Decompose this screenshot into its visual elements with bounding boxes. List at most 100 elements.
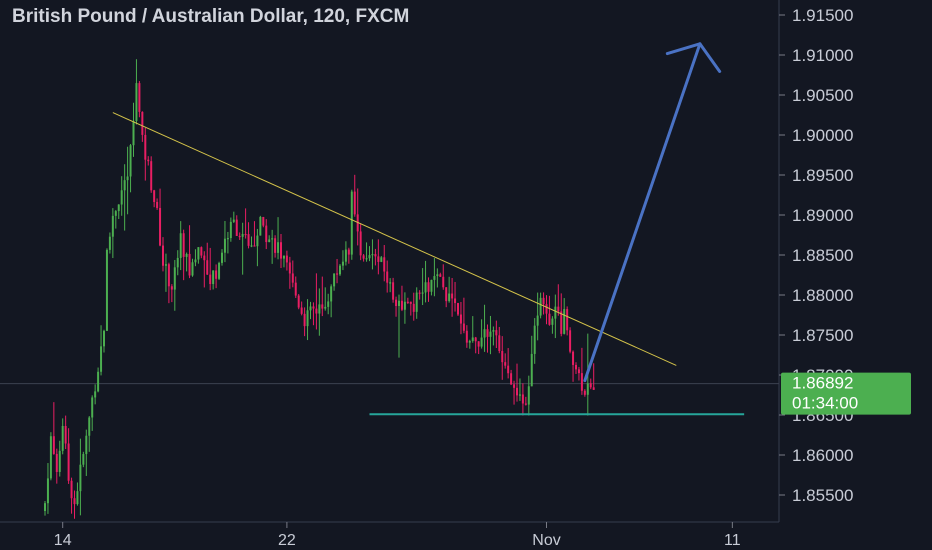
- candle: [398, 294, 400, 358]
- candle: [451, 277, 454, 317]
- candle: [339, 264, 341, 276]
- candle: [120, 176, 123, 216]
- projection-arrow[interactable]: [583, 42, 722, 383]
- candle: [85, 429, 88, 476]
- candle: [188, 225, 191, 279]
- candle: [448, 276, 451, 303]
- candle: [327, 293, 330, 315]
- candle: [557, 284, 560, 316]
- candle: [454, 281, 457, 312]
- candle: [533, 318, 536, 364]
- candle: [427, 277, 430, 302]
- time-tick-label: 11: [724, 532, 741, 549]
- candle: [91, 395, 94, 431]
- candle: [359, 223, 362, 261]
- candle: [173, 259, 176, 311]
- price-tick-label: 1.88500: [792, 246, 853, 265]
- candle: [465, 325, 468, 348]
- candle: [554, 294, 557, 339]
- candle: [277, 217, 280, 260]
- candle: [294, 276, 297, 298]
- candle: [424, 260, 427, 303]
- candle: [439, 272, 442, 277]
- candle: [560, 293, 563, 337]
- candle: [495, 320, 498, 348]
- candle: [518, 378, 521, 401]
- candle: [108, 232, 111, 254]
- candle: [551, 316, 554, 334]
- candle: [200, 246, 203, 259]
- candle: [513, 380, 516, 405]
- candle: [566, 306, 569, 336]
- candle: [386, 260, 389, 293]
- candle: [170, 284, 173, 303]
- candle: [153, 189, 156, 208]
- candle: [474, 336, 477, 354]
- candle: [203, 251, 206, 288]
- candle: [445, 287, 448, 308]
- candle: [44, 500, 46, 516]
- candle: [418, 290, 421, 300]
- price-tick-label: 1.89500: [792, 166, 853, 185]
- candle: [489, 315, 492, 355]
- candle: [64, 415, 67, 450]
- candle: [333, 273, 336, 291]
- candle: [321, 276, 324, 317]
- candle: [49, 432, 52, 481]
- candle: [61, 418, 64, 455]
- candle: [250, 236, 253, 248]
- time-tick-label: Nov: [532, 532, 560, 549]
- candle: [226, 231, 229, 254]
- candle: [336, 258, 339, 284]
- price-tick-label: 1.86000: [792, 446, 853, 465]
- time-axis: 14 22 Nov 11: [54, 522, 741, 549]
- candle: [501, 336, 504, 380]
- candle: [415, 287, 418, 319]
- candle: [73, 490, 76, 519]
- candle: [365, 242, 368, 262]
- candle: [97, 367, 100, 393]
- candle: [129, 143, 132, 193]
- candle: [395, 296, 398, 317]
- candle: [247, 222, 250, 249]
- candle: [197, 247, 200, 264]
- trendline[interactable]: [112, 112, 677, 366]
- candle: [403, 292, 406, 324]
- candle: [462, 297, 465, 334]
- candle: [191, 258, 194, 277]
- candle: [392, 277, 395, 303]
- candle: [291, 260, 294, 288]
- price-axis-background: [779, 0, 932, 550]
- candle: [430, 279, 433, 296]
- candle: [123, 164, 126, 231]
- candle: [167, 262, 170, 304]
- candle: [132, 102, 135, 157]
- price-tick-label: 1.87500: [792, 326, 853, 345]
- candle: [117, 204, 120, 220]
- time-tick-label: 14: [54, 532, 72, 549]
- candle: [383, 245, 386, 282]
- candle: [100, 325, 103, 376]
- candle: [468, 339, 471, 349]
- candle: [103, 329, 105, 353]
- candle: [238, 232, 241, 240]
- candle: [371, 239, 374, 270]
- candle: [135, 59, 138, 125]
- candle: [271, 229, 274, 264]
- candle: [536, 292, 539, 341]
- chart-title: British Pound / Australian Dollar, 120, …: [12, 6, 409, 27]
- candle: [288, 256, 291, 289]
- price-tick-label: 1.88000: [792, 286, 853, 305]
- candle: [244, 208, 247, 239]
- price-tick-label: 1.89000: [792, 206, 853, 225]
- time-tick-label: 22: [278, 532, 296, 549]
- candle: [262, 216, 265, 228]
- candle: [221, 249, 223, 266]
- annotations: [112, 42, 745, 416]
- candle: [589, 378, 592, 390]
- candle: [82, 451, 85, 468]
- candle: [55, 448, 58, 484]
- candle: [147, 156, 150, 166]
- candle: [368, 246, 371, 262]
